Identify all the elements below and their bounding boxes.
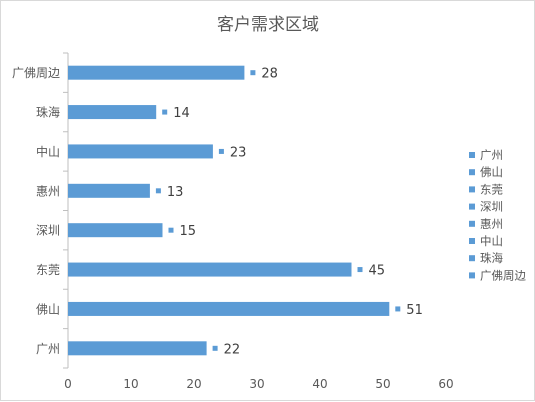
legend-label: 东莞 [480, 182, 503, 196]
data-label: 45 [369, 264, 386, 279]
data-label: 15 [180, 224, 197, 239]
legend-marker [469, 186, 475, 193]
bar [68, 144, 213, 159]
bar [68, 341, 207, 356]
legend-marker [469, 238, 475, 244]
category-label: 惠州 [36, 184, 60, 198]
data-label-marker [357, 267, 363, 273]
data-label-marker [395, 306, 401, 312]
plot-area: 0 10 20 30 40 50 60 广佛周边 28 珠海 14 中山 23 惠州 13 深圳 15 东莞 45 佛… [12, 52, 454, 391]
legend-label: 珠海 [480, 251, 503, 265]
category-label: 广州 [36, 342, 60, 356]
bar [68, 262, 352, 277]
legend-marker [469, 169, 475, 176]
data-label-marker [155, 188, 161, 194]
data-label: 23 [230, 145, 247, 160]
category-label: 东莞 [36, 263, 60, 277]
category-label: 深圳 [36, 224, 60, 238]
x-tick-label: 40 [312, 377, 327, 391]
legend-marker [469, 152, 475, 158]
data-label-marker [212, 345, 218, 351]
legend-label: 中山 [480, 234, 503, 248]
data-label-marker [168, 227, 174, 233]
legend-label: 惠州 [480, 217, 503, 231]
data-label: 51 [406, 303, 423, 318]
legend-label: 广佛周边 [480, 268, 526, 282]
legend-label: 广州 [480, 148, 503, 162]
bar [68, 301, 390, 316]
x-tick-label: 60 [438, 377, 453, 391]
x-tick-label: 0 [64, 377, 72, 391]
legend-label: 深圳 [480, 200, 503, 214]
x-tick-label: 10 [123, 377, 138, 391]
category-label: 珠海 [36, 105, 60, 120]
bar [68, 65, 245, 80]
bar [68, 105, 157, 120]
x-tick-label: 50 [375, 377, 390, 391]
data-label-marker [218, 148, 224, 154]
legend-marker [469, 203, 475, 210]
data-label: 13 [167, 185, 184, 200]
data-label: 22 [224, 342, 241, 357]
data-label-marker [250, 70, 256, 76]
x-tick-label: 20 [186, 377, 201, 391]
category-label: 中山 [36, 144, 60, 159]
legend-label: 佛山 [480, 165, 503, 179]
legend-marker [469, 255, 475, 262]
category-label: 广佛周边 [12, 66, 60, 80]
legend-marker [469, 272, 475, 279]
chart-title: 客户需求区域 [217, 15, 319, 35]
category-label: 佛山 [36, 302, 60, 316]
data-label-marker [162, 109, 168, 115]
x-tick-label: 30 [249, 377, 264, 391]
data-label: 14 [173, 106, 190, 121]
data-label: 28 [261, 67, 278, 82]
bar [68, 223, 163, 238]
legend-marker [469, 220, 475, 227]
bar [68, 183, 150, 198]
